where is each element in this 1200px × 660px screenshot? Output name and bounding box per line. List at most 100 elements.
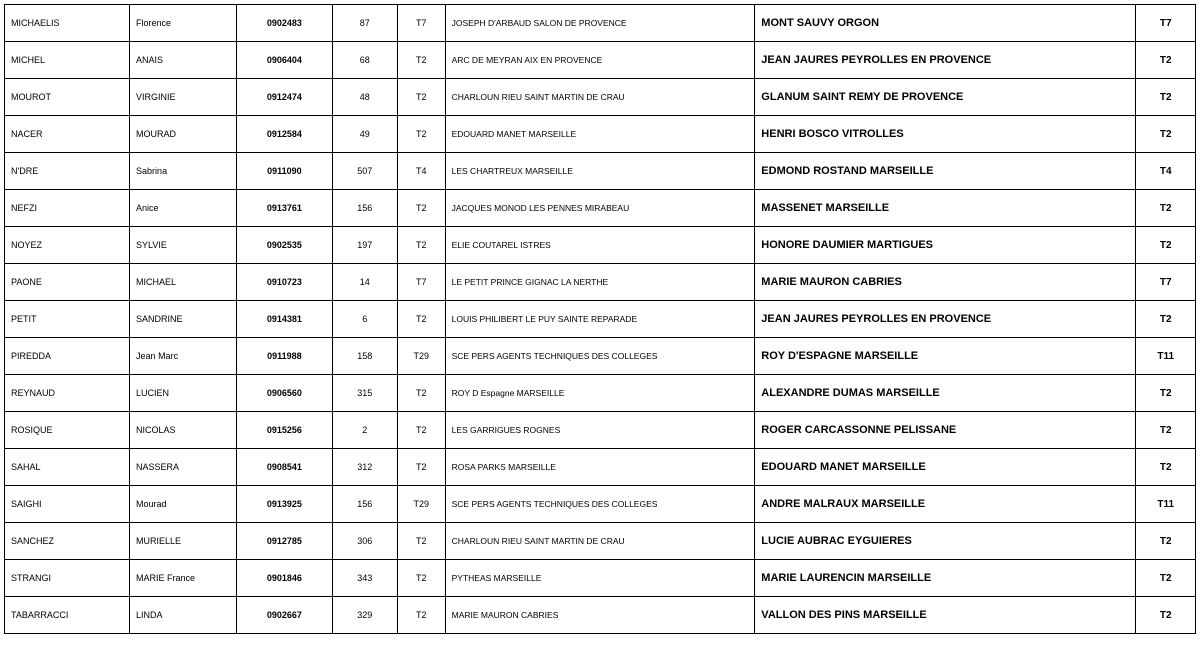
t1-cell: T2	[398, 79, 446, 116]
t1-cell: T2	[398, 301, 446, 338]
t2-cell: T2	[1136, 560, 1196, 597]
table-row: MICHAELISFlorence090248387T7JOSEPH D'ARB…	[5, 5, 1196, 42]
t2-cell: T7	[1136, 5, 1196, 42]
firstname-cell: MICHAEL	[130, 264, 237, 301]
lastname-cell: NOYEZ	[5, 227, 130, 264]
origin-cell: JACQUES MONOD LES PENNES MIRABEAU	[445, 190, 755, 227]
number-cell: 197	[332, 227, 398, 264]
destination-cell: LUCIE AUBRAC EYGUIERES	[755, 523, 1136, 560]
t2-cell: T2	[1136, 79, 1196, 116]
code-cell: 0915256	[237, 412, 332, 449]
t1-cell: T2	[398, 42, 446, 79]
t1-cell: T2	[398, 412, 446, 449]
t2-cell: T2	[1136, 412, 1196, 449]
firstname-cell: LUCIEN	[130, 375, 237, 412]
firstname-cell: VIRGINIE	[130, 79, 237, 116]
t2-cell: T11	[1136, 338, 1196, 375]
lastname-cell: TABARRACCI	[5, 597, 130, 634]
code-cell: 0913925	[237, 486, 332, 523]
assignments-table: MICHAELISFlorence090248387T7JOSEPH D'ARB…	[4, 4, 1196, 634]
table-row: MICHELANAIS090640468T2ARC DE MEYRAN AIX …	[5, 42, 1196, 79]
destination-cell: EDMOND ROSTAND MARSEILLE	[755, 153, 1136, 190]
destination-cell: HENRI BOSCO VITROLLES	[755, 116, 1136, 153]
table-row: STRANGIMARIE France0901846343T2PYTHEAS M…	[5, 560, 1196, 597]
t2-cell: T2	[1136, 301, 1196, 338]
firstname-cell: Florence	[130, 5, 237, 42]
table-row: SAHALNASSERA0908541312T2ROSA PARKS MARSE…	[5, 449, 1196, 486]
number-cell: 68	[332, 42, 398, 79]
number-cell: 14	[332, 264, 398, 301]
code-cell: 0912584	[237, 116, 332, 153]
lastname-cell: PAONE	[5, 264, 130, 301]
destination-cell: MONT SAUVY ORGON	[755, 5, 1136, 42]
lastname-cell: PETIT	[5, 301, 130, 338]
number-cell: 2	[332, 412, 398, 449]
t1-cell: T2	[398, 523, 446, 560]
lastname-cell: MICHEL	[5, 42, 130, 79]
origin-cell: LE PETIT PRINCE GIGNAC LA NERTHE	[445, 264, 755, 301]
firstname-cell: Mourad	[130, 486, 237, 523]
firstname-cell: MOURAD	[130, 116, 237, 153]
table-row: N'DRESabrina0911090507T4LES CHARTREUX MA…	[5, 153, 1196, 190]
lastname-cell: MOUROT	[5, 79, 130, 116]
firstname-cell: Sabrina	[130, 153, 237, 190]
destination-cell: MARIE MAURON CABRIES	[755, 264, 1136, 301]
code-cell: 0910723	[237, 264, 332, 301]
destination-cell: ALEXANDRE DUMAS MARSEILLE	[755, 375, 1136, 412]
lastname-cell: REYNAUD	[5, 375, 130, 412]
code-cell: 0902483	[237, 5, 332, 42]
number-cell: 312	[332, 449, 398, 486]
t1-cell: T7	[398, 5, 446, 42]
firstname-cell: SANDRINE	[130, 301, 237, 338]
firstname-cell: MURIELLE	[130, 523, 237, 560]
t1-cell: T2	[398, 597, 446, 634]
destination-cell: HONORE DAUMIER MARTIGUES	[755, 227, 1136, 264]
destination-cell: MASSENET MARSEILLE	[755, 190, 1136, 227]
code-cell: 0908541	[237, 449, 332, 486]
t2-cell: T7	[1136, 264, 1196, 301]
number-cell: 158	[332, 338, 398, 375]
table-row: SAIGHIMourad0913925156T29SCE PERS AGENTS…	[5, 486, 1196, 523]
table-row: MOUROTVIRGINIE091247448T2CHARLOUN RIEU S…	[5, 79, 1196, 116]
lastname-cell: NACER	[5, 116, 130, 153]
origin-cell: ARC DE MEYRAN AIX EN PROVENCE	[445, 42, 755, 79]
table-row: ROSIQUENICOLAS09152562T2LES GARRIGUES RO…	[5, 412, 1196, 449]
t1-cell: T4	[398, 153, 446, 190]
firstname-cell: LINDA	[130, 597, 237, 634]
t1-cell: T2	[398, 116, 446, 153]
lastname-cell: SAIGHI	[5, 486, 130, 523]
t2-cell: T2	[1136, 190, 1196, 227]
t1-cell: T29	[398, 338, 446, 375]
lastname-cell: NEFZI	[5, 190, 130, 227]
destination-cell: ANDRE MALRAUX MARSEILLE	[755, 486, 1136, 523]
destination-cell: JEAN JAURES PEYROLLES EN PROVENCE	[755, 301, 1136, 338]
destination-cell: ROGER CARCASSONNE PELISSANE	[755, 412, 1136, 449]
origin-cell: LES GARRIGUES ROGNES	[445, 412, 755, 449]
t2-cell: T2	[1136, 227, 1196, 264]
number-cell: 6	[332, 301, 398, 338]
number-cell: 48	[332, 79, 398, 116]
table-row: PETITSANDRINE09143816T2LOUIS PHILIBERT L…	[5, 301, 1196, 338]
origin-cell: SCE PERS AGENTS TECHNIQUES DES COLLEGES	[445, 338, 755, 375]
origin-cell: SCE PERS AGENTS TECHNIQUES DES COLLEGES	[445, 486, 755, 523]
origin-cell: PYTHEAS MARSEILLE	[445, 560, 755, 597]
destination-cell: MARIE LAURENCIN MARSEILLE	[755, 560, 1136, 597]
firstname-cell: ANAIS	[130, 42, 237, 79]
code-cell: 0913761	[237, 190, 332, 227]
table-row: NEFZIAnice0913761156T2JACQUES MONOD LES …	[5, 190, 1196, 227]
number-cell: 156	[332, 190, 398, 227]
code-cell: 0911988	[237, 338, 332, 375]
t2-cell: T2	[1136, 597, 1196, 634]
firstname-cell: MARIE France	[130, 560, 237, 597]
code-cell: 0911090	[237, 153, 332, 190]
table-row: PIREDDAJean Marc0911988158T29SCE PERS AG…	[5, 338, 1196, 375]
firstname-cell: NICOLAS	[130, 412, 237, 449]
code-cell: 0902667	[237, 597, 332, 634]
code-cell: 0912785	[237, 523, 332, 560]
origin-cell: ROSA PARKS MARSEILLE	[445, 449, 755, 486]
t2-cell: T2	[1136, 42, 1196, 79]
number-cell: 49	[332, 116, 398, 153]
t2-cell: T4	[1136, 153, 1196, 190]
number-cell: 156	[332, 486, 398, 523]
lastname-cell: SAHAL	[5, 449, 130, 486]
